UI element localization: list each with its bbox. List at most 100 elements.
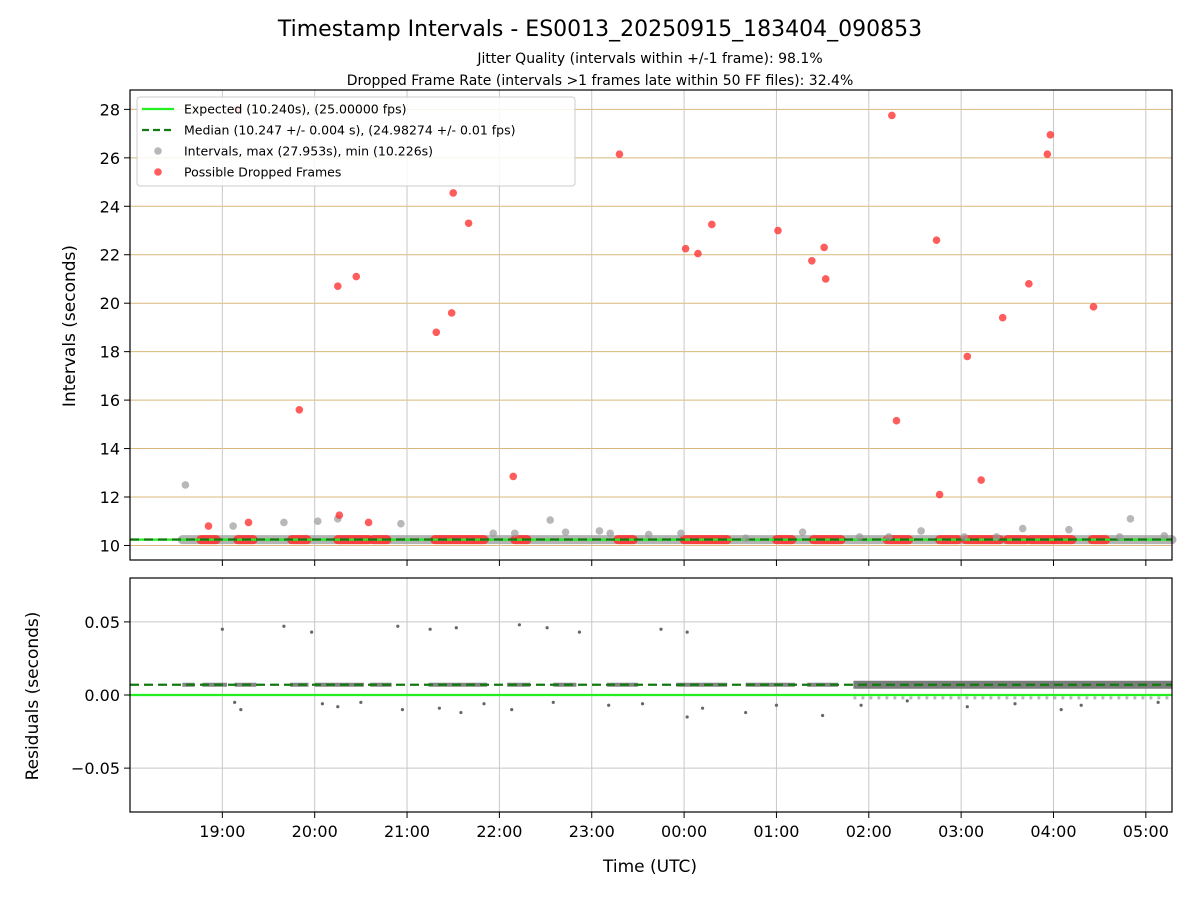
- y-tick-label: 28: [100, 100, 120, 119]
- y-tick-label: 0.00: [84, 686, 120, 705]
- residual-point: [454, 626, 458, 630]
- y-tick-label: 10: [100, 536, 120, 555]
- dropped-frame-point: [449, 189, 458, 197]
- residual-point: [700, 706, 705, 710]
- dropped-frame-point: [352, 272, 361, 281]
- residual-point: [685, 630, 689, 634]
- y-tick-label: 22: [100, 246, 120, 265]
- dropped-frame-point: [808, 256, 816, 265]
- residual-point: [821, 713, 825, 718]
- dropped-frame-point: [963, 352, 972, 361]
- residual-point: [905, 699, 909, 703]
- y-tick-label: 18: [100, 343, 120, 362]
- residual-point: [545, 626, 549, 630]
- interval-point: [561, 528, 570, 536]
- legend-entry-label: Possible Dropped Frames: [184, 165, 341, 180]
- x-tick-label: 00:00: [661, 822, 707, 841]
- residual-point: [282, 624, 286, 628]
- y-tick-label: 12: [100, 488, 120, 507]
- residual-point: [510, 708, 514, 712]
- residual-point: [965, 705, 969, 709]
- residual-point: [239, 708, 243, 712]
- residual-point: [859, 703, 863, 707]
- residual-point: [396, 624, 400, 628]
- interval-point: [280, 518, 288, 527]
- interval-point: [595, 527, 604, 535]
- dropped-frame-point: [364, 518, 373, 527]
- dropped-frame-point: [615, 150, 624, 159]
- interval-point: [510, 529, 519, 538]
- interval-point: [1115, 533, 1124, 541]
- residual-point: [659, 627, 663, 631]
- dropped-frame-point: [998, 313, 1007, 322]
- chart-title: Timestamp Intervals - ES0013_20250915_18…: [277, 17, 922, 42]
- x-tick-label: 04:00: [1030, 822, 1076, 841]
- x-tick-label: 19:00: [199, 822, 245, 841]
- residual-point: [459, 710, 463, 715]
- residual-point: [320, 702, 324, 706]
- interval-point: [741, 534, 750, 542]
- legend-box: [136, 96, 576, 187]
- interval-point: [855, 533, 864, 541]
- residual-point: [517, 623, 522, 627]
- residual-point: [551, 700, 555, 704]
- residual-point: [310, 630, 314, 634]
- legend-entry-label: Expected (10.240s), (25.00000 fps): [184, 102, 406, 117]
- dropped-frame-point: [977, 476, 985, 484]
- dropped-frame-point: [888, 111, 896, 120]
- residual-point: [482, 702, 486, 706]
- dropped-frame-point: [935, 490, 944, 499]
- x-tick-label: 05:00: [1123, 822, 1169, 841]
- dropped-frame-point: [820, 243, 828, 252]
- residuals-panel: 0.05 0.00 −0.05 19:00 20:00 21:00 22:00 23:00 00…: [71, 577, 1173, 841]
- dropped-frame-point: [509, 472, 518, 481]
- residual-point: [1079, 703, 1083, 707]
- interval-point: [313, 517, 322, 526]
- dropped-frame-point: [892, 416, 901, 425]
- residual-point: [400, 708, 405, 712]
- interval-point: [1018, 524, 1027, 533]
- y-tick-label: −0.05: [71, 759, 120, 778]
- dropped-frame-point: [447, 309, 456, 317]
- bottom-y-axis-label: Residuals (seconds): [23, 612, 43, 781]
- residual-point: [220, 627, 224, 631]
- dropped-frame-point: [464, 219, 473, 228]
- dropped-frame-point: [694, 249, 702, 258]
- chart-subtitle-jitter: Jitter Quality (intervals within +/-1 fr…: [476, 51, 822, 67]
- residual-point: [774, 703, 779, 707]
- top-y-axis-label: Intervals (seconds): [60, 245, 80, 407]
- legend-entry-label: Intervals, max (27.953s), min (10.226s): [184, 144, 433, 159]
- dropped-frame-point: [1043, 150, 1052, 159]
- residual-point: [640, 702, 645, 706]
- residual-point: [1013, 702, 1017, 706]
- x-tick-label: 22:00: [476, 822, 522, 841]
- dropped-frame-point: [204, 522, 213, 530]
- interval-point: [489, 529, 498, 538]
- interval-point: [677, 529, 685, 538]
- interval-point: [181, 481, 190, 489]
- interval-point: [1126, 515, 1135, 523]
- interval-point: [960, 533, 969, 541]
- interval-point: [546, 516, 554, 524]
- residual-point: [577, 630, 582, 634]
- dropped-frame-point: [1046, 131, 1055, 139]
- residual-point: [1156, 700, 1160, 704]
- x-tick-label: 02:00: [846, 822, 892, 841]
- interval-point: [917, 527, 925, 535]
- interval-point: [884, 533, 893, 541]
- residual-point: [607, 703, 611, 707]
- legend-dropped-swatch: [154, 168, 162, 176]
- y-tick-label: 14: [100, 440, 120, 459]
- dropped-frame-point: [932, 236, 941, 245]
- dropped-frame-point: [821, 275, 830, 283]
- x-tick-label: 23:00: [569, 822, 615, 841]
- interval-point: [1160, 531, 1169, 540]
- interval-point: [798, 528, 807, 536]
- x-tick-label: 01:00: [753, 822, 799, 841]
- dropped-frame-point: [295, 405, 304, 414]
- residual-point: [685, 715, 689, 719]
- residual-point: [437, 706, 441, 710]
- y-tick-label: 16: [100, 391, 120, 410]
- residual-point: [744, 710, 748, 715]
